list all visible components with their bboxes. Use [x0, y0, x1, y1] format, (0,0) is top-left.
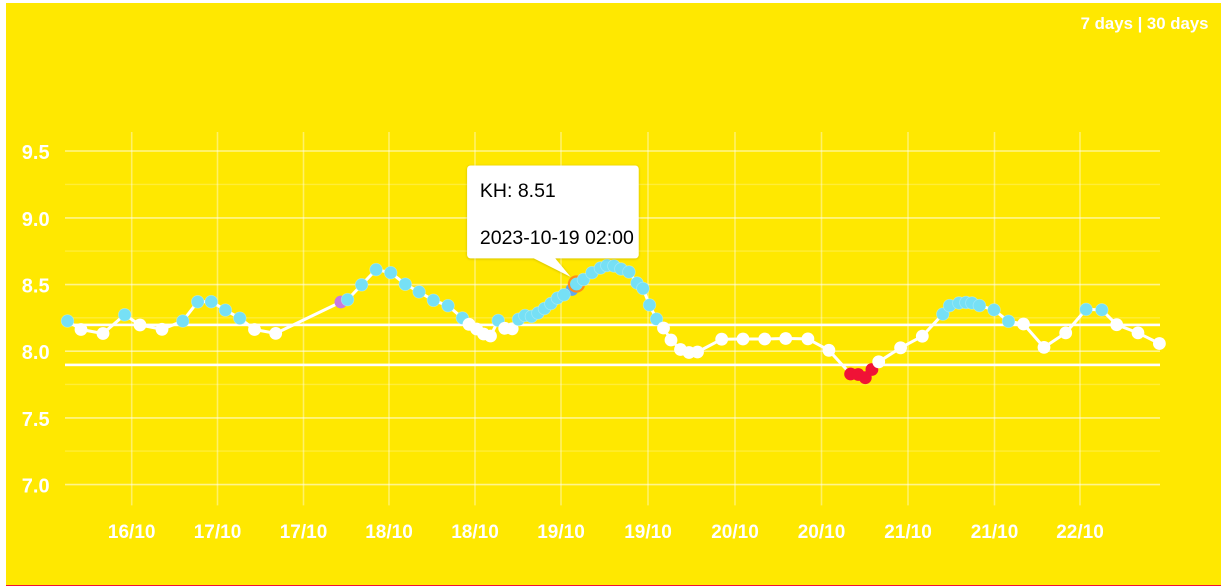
svg-text:9.0: 9.0 [22, 209, 50, 231]
svg-text:20/10: 20/10 [711, 522, 759, 543]
svg-text:17/10: 17/10 [280, 522, 328, 543]
svg-text:8.0: 8.0 [22, 342, 50, 364]
svg-text:KH: 8.51: KH: 8.51 [480, 180, 556, 202]
svg-text:19/10: 19/10 [624, 522, 672, 543]
svg-text:8.5: 8.5 [22, 276, 50, 298]
svg-text:21/10: 21/10 [884, 522, 932, 543]
svg-text:16/10: 16/10 [108, 522, 156, 543]
svg-text:7.0: 7.0 [22, 476, 50, 498]
svg-text:21/10: 21/10 [971, 522, 1019, 543]
svg-text:19/10: 19/10 [537, 522, 585, 543]
svg-text:7.5: 7.5 [22, 409, 50, 431]
svg-text:18/10: 18/10 [451, 522, 499, 543]
svg-text:9.5: 9.5 [22, 142, 50, 164]
svg-text:18/10: 18/10 [365, 522, 413, 543]
svg-text:22/10: 22/10 [1056, 522, 1104, 543]
svg-text:20/10: 20/10 [798, 522, 846, 543]
svg-text:7 days | 30 days: 7 days | 30 days [1081, 14, 1209, 33]
svg-text:2023-10-19 02:00: 2023-10-19 02:00 [480, 227, 634, 249]
svg-text:17/10: 17/10 [194, 522, 242, 543]
